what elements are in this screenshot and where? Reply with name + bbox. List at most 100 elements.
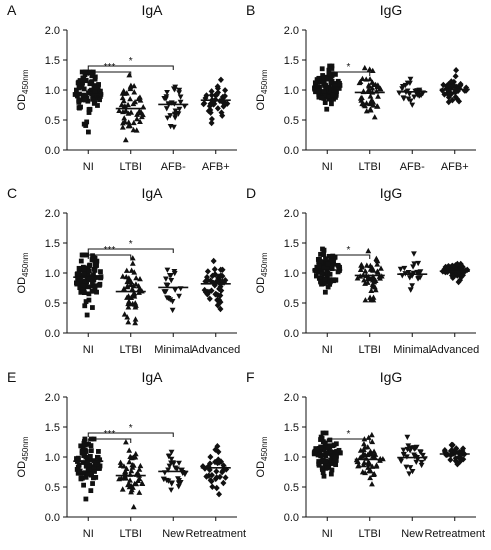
data-point xyxy=(405,443,412,449)
data-point xyxy=(332,277,338,283)
data-point xyxy=(365,247,372,254)
data-point xyxy=(364,451,371,458)
data-point xyxy=(133,274,140,281)
data-point xyxy=(131,89,138,95)
data-point xyxy=(129,287,136,293)
data-point xyxy=(409,468,416,475)
data-point xyxy=(319,467,325,472)
data-point xyxy=(123,439,129,445)
data-point xyxy=(371,471,378,477)
data-point xyxy=(313,80,318,86)
data-point xyxy=(134,115,140,122)
data-point xyxy=(137,118,143,124)
data-point xyxy=(355,462,362,468)
data-point xyxy=(328,78,334,83)
data-point xyxy=(315,267,321,273)
data-point xyxy=(374,82,381,88)
data-point xyxy=(172,108,179,114)
data-point xyxy=(124,294,130,300)
data-point xyxy=(333,454,339,460)
x-tick-label: Minimal xyxy=(393,344,431,356)
x-tick-label: NI xyxy=(322,344,333,356)
data-point xyxy=(366,83,373,89)
data-point xyxy=(404,80,411,86)
data-point xyxy=(448,78,455,85)
data-point xyxy=(326,450,332,456)
data-point xyxy=(218,109,225,116)
data-point xyxy=(125,299,132,306)
data-point xyxy=(219,278,226,285)
panel-letter: B xyxy=(246,2,255,18)
data-point xyxy=(313,80,319,86)
data-point xyxy=(216,273,223,280)
data-point xyxy=(90,481,95,486)
data-point xyxy=(416,93,423,99)
data-point xyxy=(323,453,329,459)
data-point xyxy=(414,89,421,95)
x-tick-label: AFB+ xyxy=(202,161,230,173)
data-point xyxy=(321,457,326,463)
x-tick-label: Retreatment xyxy=(424,528,485,540)
data-point xyxy=(464,266,471,274)
data-point xyxy=(329,101,334,107)
data-point xyxy=(322,280,327,286)
panel-letter: E xyxy=(7,369,16,385)
data-point xyxy=(93,475,99,480)
data-point xyxy=(117,462,124,468)
y-tick-label: 1.5 xyxy=(284,422,299,434)
data-point xyxy=(95,459,101,465)
data-point xyxy=(91,266,97,272)
data-point xyxy=(337,450,343,456)
data-point xyxy=(327,74,333,80)
data-point xyxy=(329,263,334,269)
data-point xyxy=(415,260,422,267)
data-point xyxy=(162,289,169,295)
data-point xyxy=(214,296,221,304)
data-point xyxy=(329,78,335,84)
data-point xyxy=(80,266,86,272)
data-point xyxy=(81,440,87,446)
data-point xyxy=(404,88,411,94)
data-point xyxy=(212,475,219,483)
data-point xyxy=(327,279,333,285)
data-point xyxy=(376,273,383,279)
data-point xyxy=(316,459,322,464)
x-tick-label: LTBI xyxy=(120,161,142,173)
data-point xyxy=(93,260,99,266)
data-point xyxy=(83,441,89,447)
data-point xyxy=(361,101,368,108)
data-point xyxy=(215,89,222,96)
data-point xyxy=(332,456,338,462)
data-point xyxy=(313,446,319,451)
y-tick-label: 0.5 xyxy=(284,115,299,127)
data-point xyxy=(216,276,223,284)
data-point xyxy=(74,456,79,461)
data-point xyxy=(87,471,93,477)
data-point xyxy=(321,95,327,101)
data-point xyxy=(407,448,414,454)
data-point xyxy=(126,276,132,283)
data-point xyxy=(128,467,135,474)
data-point xyxy=(336,268,342,273)
data-point xyxy=(220,467,227,474)
data-point xyxy=(399,86,406,92)
data-point xyxy=(136,289,142,295)
data-point xyxy=(452,448,459,456)
data-point xyxy=(412,88,419,95)
y-tick-label: 0.0 xyxy=(284,145,299,157)
series-new xyxy=(160,449,188,493)
data-point xyxy=(93,84,99,90)
data-point xyxy=(95,103,100,108)
data-point xyxy=(445,262,452,270)
data-point xyxy=(322,82,328,88)
data-point xyxy=(176,460,182,467)
data-point xyxy=(129,300,136,307)
data-point xyxy=(88,472,94,478)
data-point xyxy=(132,300,139,306)
data-point xyxy=(317,259,323,264)
data-point xyxy=(90,91,96,97)
data-point xyxy=(199,463,206,470)
data-point xyxy=(164,295,170,301)
data-point xyxy=(161,470,168,476)
